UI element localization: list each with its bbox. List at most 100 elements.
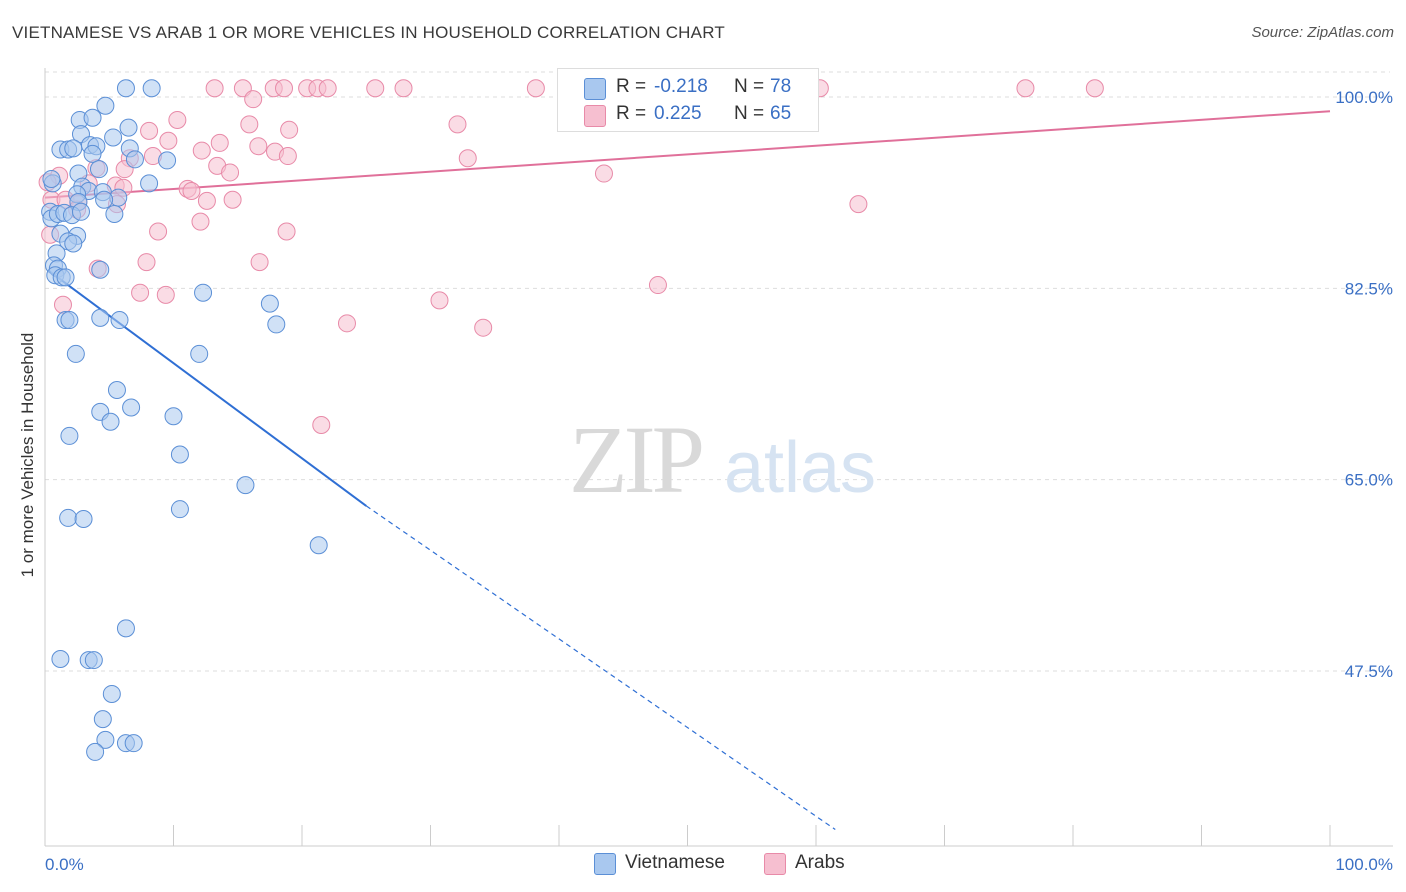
point-vietnamese xyxy=(104,128,123,147)
point-vietnamese xyxy=(59,508,78,527)
point-vietnamese xyxy=(116,79,135,98)
point-arabs xyxy=(280,120,299,139)
point-vietnamese xyxy=(84,651,103,670)
point-vietnamese xyxy=(66,344,85,363)
point-vietnamese xyxy=(110,311,129,330)
point-vietnamese xyxy=(102,684,121,703)
point-arabs xyxy=(182,182,201,201)
point-vietnamese xyxy=(267,315,286,334)
point-arabs xyxy=(137,253,156,272)
bottom-swatch-arabs xyxy=(764,853,786,875)
point-vietnamese xyxy=(107,381,126,400)
watermark: ZIP atlas xyxy=(569,406,876,513)
y-tick-label: 65.0% xyxy=(1345,471,1393,490)
tick-labels: 100.0% 82.5% 65.0% 47.5% 0.0% 100.0% xyxy=(45,88,1393,874)
point-vietnamese xyxy=(91,308,110,327)
point-vietnamese xyxy=(125,150,144,169)
bottom-legend-label: Arabs xyxy=(795,852,845,873)
point-vietnamese xyxy=(56,268,75,287)
point-vietnamese xyxy=(71,202,90,221)
point-arabs xyxy=(337,314,356,333)
point-arabs xyxy=(244,90,263,109)
point-vietnamese xyxy=(51,649,70,668)
point-arabs xyxy=(318,79,337,98)
grid-lines xyxy=(45,71,1390,672)
point-arabs xyxy=(1016,79,1035,98)
trend-line-arabs xyxy=(44,110,1331,199)
point-arabs xyxy=(648,276,667,295)
point-arabs xyxy=(197,191,216,210)
point-arabs xyxy=(221,163,240,182)
point-vietnamese xyxy=(93,710,112,729)
point-arabs xyxy=(448,115,467,134)
legend-n-label: N = xyxy=(734,76,765,97)
bottom-swatch-vietnamese xyxy=(594,853,616,875)
point-arabs xyxy=(526,79,545,98)
point-arabs xyxy=(278,147,297,166)
point-arabs xyxy=(474,318,493,337)
y-tick-label: 47.5% xyxy=(1345,662,1393,681)
point-vietnamese xyxy=(101,412,120,431)
point-vietnamese xyxy=(116,619,135,638)
point-vietnamese xyxy=(140,174,159,193)
point-vietnamese xyxy=(194,283,213,302)
legend-n-value: 78 xyxy=(770,76,792,97)
x-tick-label-min: 0.0% xyxy=(45,855,84,874)
point-vietnamese xyxy=(83,144,102,163)
point-vietnamese xyxy=(105,204,124,223)
point-vietnamese xyxy=(260,294,279,313)
point-arabs xyxy=(366,79,385,98)
point-vietnamese xyxy=(64,139,83,158)
point-vietnamese xyxy=(89,160,108,179)
point-arabs xyxy=(159,131,178,150)
point-arabs xyxy=(131,283,150,302)
point-arabs xyxy=(192,141,211,160)
point-vietnamese xyxy=(190,344,209,363)
point-arabs xyxy=(394,79,413,98)
point-vietnamese xyxy=(142,79,161,98)
point-vietnamese xyxy=(122,398,141,417)
point-vietnamese xyxy=(96,96,115,115)
point-vietnamese xyxy=(119,118,138,137)
point-vietnamese xyxy=(83,108,102,127)
point-vietnamese xyxy=(74,510,93,529)
point-vietnamese xyxy=(91,260,110,279)
x-tick-label-max: 100.0% xyxy=(1335,855,1393,874)
point-arabs xyxy=(1085,79,1104,98)
point-arabs xyxy=(250,253,269,272)
watermark-atlas: atlas xyxy=(724,428,876,508)
point-vietnamese xyxy=(158,151,177,170)
point-arabs xyxy=(240,115,259,134)
trend-line-vietnamese xyxy=(48,270,367,507)
point-arabs xyxy=(149,222,168,241)
point-arabs xyxy=(191,212,210,231)
point-arabs xyxy=(594,164,613,183)
legend-swatch-arabs xyxy=(584,105,606,127)
point-arabs xyxy=(275,79,294,98)
point-arabs xyxy=(156,285,175,304)
point-vietnamese xyxy=(64,234,83,253)
y-tick-label: 100.0% xyxy=(1335,88,1393,107)
legend-r-label: R = xyxy=(616,76,647,97)
point-vietnamese xyxy=(236,476,255,495)
point-vietnamese xyxy=(170,500,189,519)
legend-n-value: 65 xyxy=(770,103,792,124)
legend-n-label: N = xyxy=(734,103,765,124)
data-points xyxy=(38,79,1104,761)
chart-title: VIETNAMESE VS ARAB 1 OR MORE VEHICLES IN… xyxy=(12,23,725,42)
point-arabs xyxy=(249,137,268,156)
point-arabs xyxy=(233,79,252,98)
point-arabs xyxy=(277,222,296,241)
legend-swatch-vietnamese xyxy=(584,78,606,100)
legend-r-value: -0.218 xyxy=(654,76,708,97)
bottom-legend-label: Vietnamese xyxy=(625,852,725,873)
point-vietnamese xyxy=(124,734,143,753)
watermark-zip: ZIP xyxy=(569,406,702,513)
point-vietnamese xyxy=(60,311,79,330)
point-vietnamese xyxy=(42,170,61,188)
point-arabs xyxy=(140,121,159,140)
legend-r-label: R = xyxy=(616,103,647,124)
point-arabs xyxy=(205,79,224,98)
point-vietnamese xyxy=(170,445,189,464)
correlation-legend: R = -0.218 N = 78 R = 0.225 N = 65 xyxy=(557,68,819,132)
